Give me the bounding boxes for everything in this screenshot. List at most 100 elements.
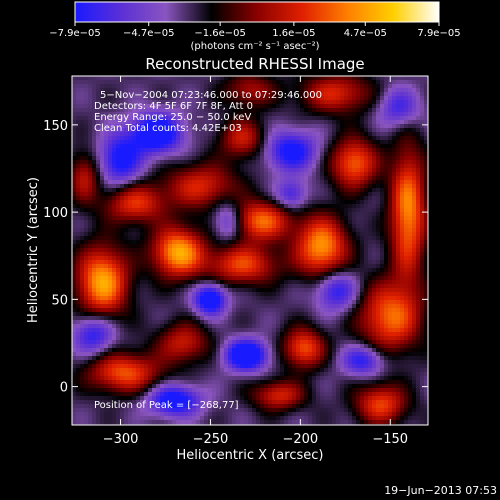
heatmap-cell	[136, 376, 141, 381]
heatmap-cell	[184, 292, 189, 297]
heatmap-cell	[152, 392, 157, 397]
heatmap-cell	[176, 104, 181, 109]
heatmap-cell	[144, 180, 149, 185]
heatmap-cell	[288, 92, 293, 97]
heatmap-cell	[240, 304, 245, 309]
heatmap-cell	[132, 324, 137, 329]
heatmap-cell	[120, 216, 125, 221]
heatmap-cell	[136, 320, 141, 325]
heatmap-cell	[220, 252, 225, 257]
heatmap-cell	[96, 248, 101, 253]
heatmap-cell	[276, 264, 281, 269]
heatmap-cell	[140, 352, 145, 357]
heatmap-cell	[76, 308, 81, 313]
heatmap-cell	[192, 92, 197, 97]
heatmap-cell	[108, 220, 113, 225]
heatmap-cell	[100, 264, 105, 269]
heatmap-cell	[76, 196, 81, 201]
heatmap-cell	[120, 336, 125, 341]
heatmap-cell	[124, 316, 129, 321]
heatmap-cell	[216, 136, 221, 141]
heatmap-cell	[100, 364, 105, 369]
heatmap-cell	[252, 148, 257, 153]
heatmap-cell	[176, 316, 181, 321]
heatmap-cell	[284, 92, 289, 97]
heatmap-cell	[112, 124, 117, 129]
heatmap-cell	[244, 280, 249, 285]
heatmap-cell	[260, 132, 265, 137]
heatmap-cell	[276, 376, 281, 381]
heatmap-cell	[276, 336, 281, 341]
heatmap-cell	[168, 388, 173, 393]
heatmap-cell	[108, 320, 113, 325]
heatmap-cell	[184, 280, 189, 285]
heatmap-cell	[76, 248, 81, 253]
heatmap-cell	[248, 136, 253, 141]
heatmap-cell	[136, 252, 141, 257]
heatmap-cell	[164, 304, 169, 309]
heatmap-cell	[168, 140, 173, 145]
heatmap-cell	[96, 204, 101, 209]
heatmap-cell	[152, 208, 157, 213]
heatmap-cell	[180, 324, 185, 329]
heatmap-cell	[100, 140, 105, 145]
heatmap-cell	[84, 412, 89, 417]
heatmap-cell	[156, 168, 161, 173]
heatmap-cell	[192, 280, 197, 285]
heatmap-cell	[240, 116, 245, 121]
heatmap-cell	[84, 264, 89, 269]
heatmap-cell	[292, 192, 297, 197]
heatmap-cell	[232, 216, 237, 221]
heatmap-cell	[104, 184, 109, 189]
heatmap-cell	[212, 380, 217, 385]
heatmap-cell	[92, 200, 97, 205]
heatmap-cell	[180, 104, 185, 109]
heatmap-cell	[216, 408, 221, 413]
heatmap-cell	[164, 124, 169, 129]
heatmap-cell	[108, 188, 113, 193]
heatmap-cell	[284, 176, 289, 181]
heatmap-cell	[148, 316, 153, 321]
heatmap-cell	[116, 312, 121, 317]
heatmap-cell	[80, 160, 85, 165]
heatmap-cell	[220, 80, 225, 85]
heatmap-cell	[100, 76, 105, 81]
heatmap-cell	[116, 296, 121, 301]
heatmap-cell	[108, 240, 113, 245]
heatmap-cell	[204, 116, 209, 121]
heatmap-cell	[188, 200, 193, 205]
heatmap-cell	[280, 184, 285, 189]
heatmap-cell	[96, 236, 101, 241]
heatmap-cell	[240, 196, 245, 201]
heatmap-cell	[164, 112, 169, 117]
heatmap-cell	[160, 184, 165, 189]
heatmap-cell	[264, 348, 269, 353]
heatmap-cell	[80, 324, 85, 329]
heatmap-cell	[180, 408, 185, 413]
heatmap-cell	[284, 420, 289, 425]
heatmap-cell	[292, 408, 297, 413]
heatmap-cell	[212, 176, 217, 181]
heatmap-cell	[200, 216, 205, 221]
heatmap-cell	[232, 192, 237, 197]
heatmap-cell	[100, 204, 105, 209]
heatmap-cell	[132, 112, 137, 117]
heatmap-cell	[144, 276, 149, 281]
heatmap-cell	[148, 304, 153, 309]
heatmap-cell	[168, 112, 173, 117]
heatmap-cell	[164, 172, 169, 177]
heatmap-cell	[172, 232, 177, 237]
heatmap-cell	[116, 396, 121, 401]
heatmap-cell	[272, 208, 277, 213]
heatmap-cell	[192, 388, 197, 393]
heatmap-cell	[116, 216, 121, 221]
heatmap-cell	[208, 132, 213, 137]
heatmap-cell	[172, 88, 177, 93]
heatmap-cell	[212, 208, 217, 213]
heatmap-cell	[192, 196, 197, 201]
heatmap-cell	[80, 352, 85, 357]
heatmap-cell	[204, 224, 209, 229]
heatmap-cell	[112, 208, 117, 213]
heatmap-cell	[208, 196, 213, 201]
heatmap-cell	[108, 256, 113, 261]
